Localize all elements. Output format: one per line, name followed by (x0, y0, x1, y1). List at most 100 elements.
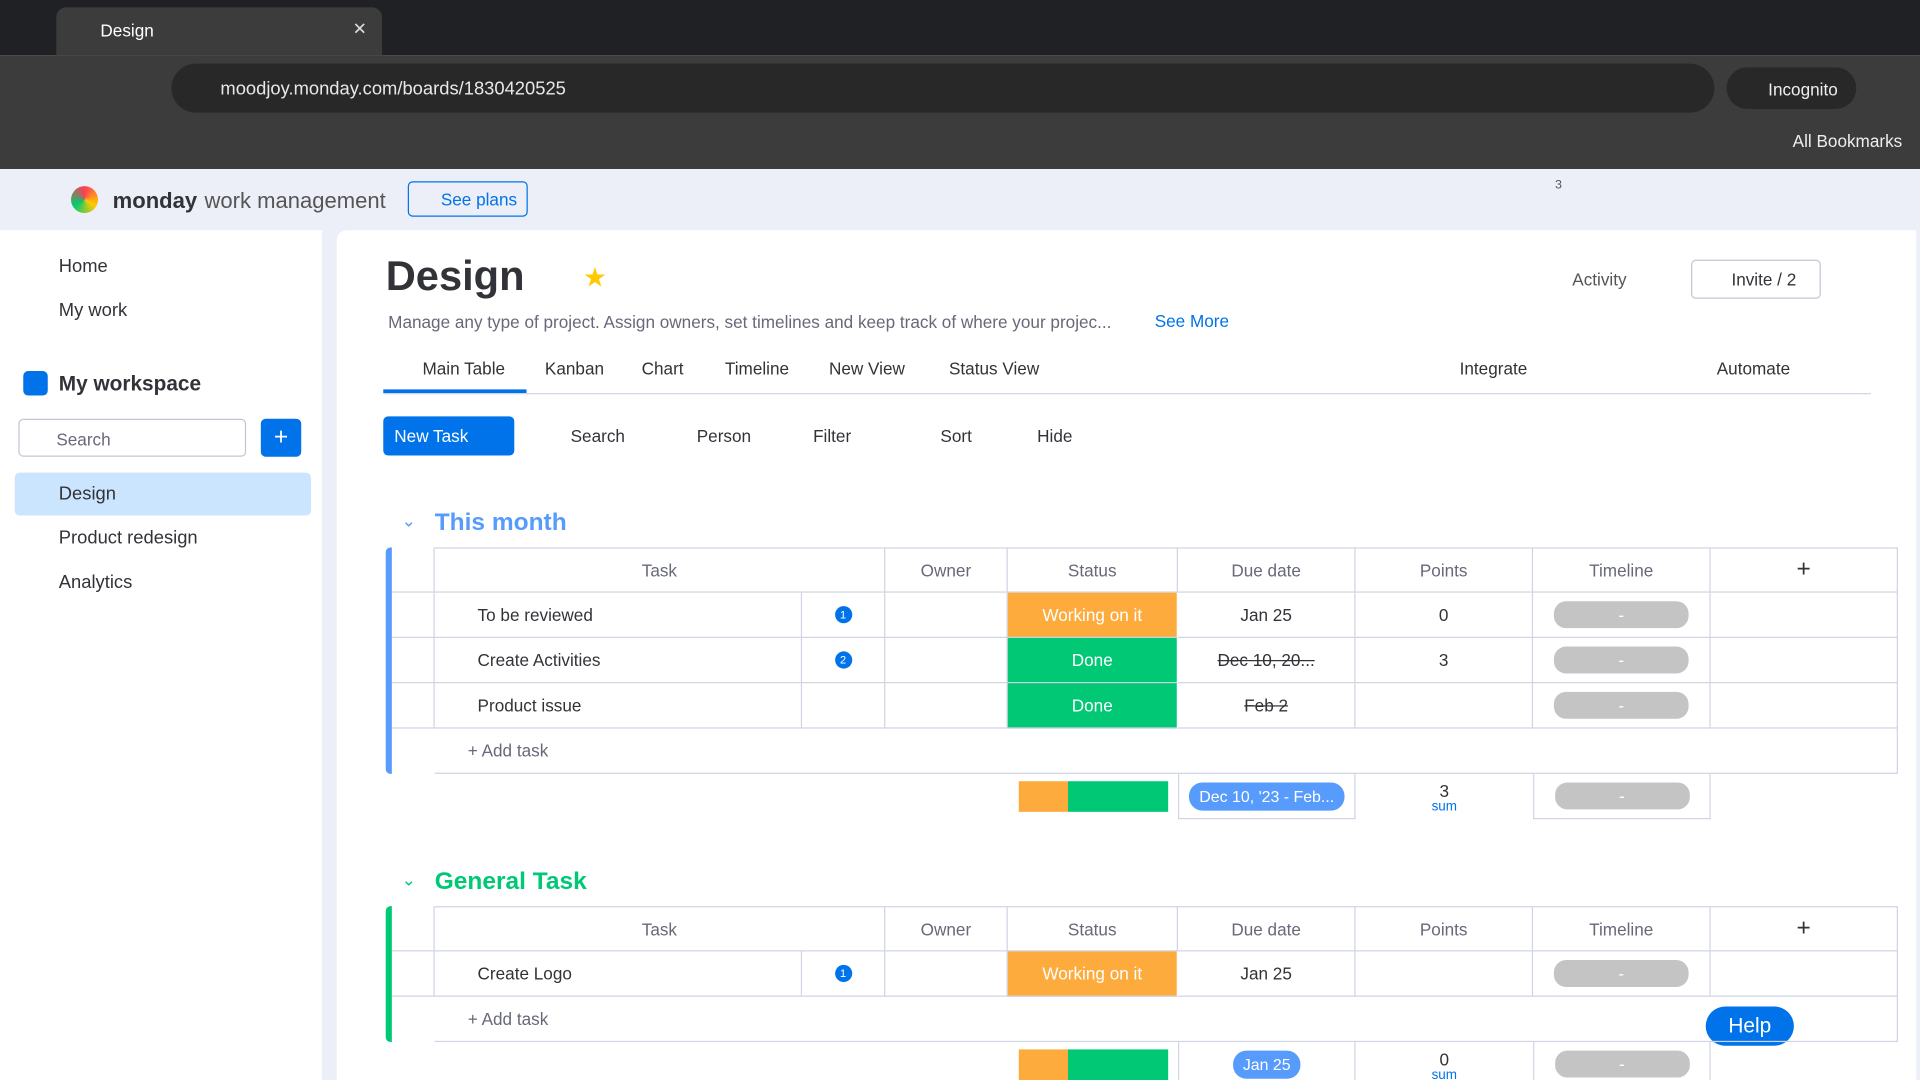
comments[interactable]: 2 (802, 637, 886, 684)
brand: monday (112, 188, 198, 214)
group-name[interactable]: General Task (434, 868, 587, 896)
integrate[interactable]: Integrate (1459, 358, 1528, 379)
points: 3 (1438, 650, 1449, 670)
timeline: - (1553, 646, 1689, 674)
summary-timeline: - (1533, 1042, 1711, 1080)
empty-cell (1710, 592, 1898, 638)
board-link[interactable]: Design (58, 483, 116, 505)
view-tab[interactable]: Kanban (544, 358, 605, 379)
group-collapse[interactable]: ⌄ (401, 510, 417, 531)
status[interactable]: Working on it (1007, 592, 1178, 638)
tab-title: Design (100, 20, 154, 41)
comments[interactable] (802, 683, 886, 729)
column-header: Timeline (1533, 906, 1711, 952)
owner-cell[interactable] (885, 683, 1008, 729)
comments[interactable]: 1 (802, 951, 886, 997)
activity[interactable]: Activity (1572, 269, 1627, 289)
points-cell[interactable]: 0 (1355, 592, 1534, 638)
summary-points: 0 (1439, 1049, 1450, 1069)
tab-close[interactable]: ✕ (352, 18, 368, 38)
due-date[interactable]: Jan 25 (1177, 592, 1356, 638)
add-task[interactable]: + Add task (434, 996, 1898, 1043)
timeline: - (1554, 1050, 1690, 1078)
board-link[interactable]: Product redesign (58, 527, 198, 549)
address-bar[interactable]: moodjoy.monday.com/boards/1830420525 (171, 63, 1715, 113)
task-name[interactable]: To be reviewed (434, 592, 803, 638)
status[interactable]: Done (1007, 637, 1178, 684)
row-check[interactable] (391, 592, 435, 638)
add-button[interactable]: + (260, 418, 302, 457)
help-button[interactable]: Help (1705, 1006, 1794, 1046)
timeline-cell[interactable]: - (1533, 592, 1711, 638)
due-date[interactable]: Dec 10, 20... (1177, 637, 1356, 684)
status[interactable]: Done (1007, 683, 1178, 729)
task-name[interactable]: Create Activities (434, 637, 803, 684)
active-tab-line (383, 389, 527, 394)
add-task[interactable]: + Add task (434, 728, 1898, 774)
row-check[interactable] (391, 951, 435, 997)
column-header: Status (1007, 906, 1178, 952)
owner-cell[interactable] (885, 592, 1008, 638)
due-date[interactable]: Jan 25 (1177, 951, 1356, 997)
bookmarks[interactable]: All Bookmarks (1792, 131, 1903, 151)
summary-due: Jan 25 (1177, 1042, 1356, 1080)
board-link[interactable]: Analytics (58, 571, 133, 593)
incognito[interactable]: Incognito (1726, 67, 1857, 109)
brand-sub: work management (204, 188, 386, 214)
toolbar-search[interactable]: Search (570, 426, 625, 446)
toolbar-person[interactable]: Person (696, 426, 752, 446)
view-tab[interactable]: Chart (641, 358, 684, 379)
row-check[interactable] (391, 637, 435, 684)
points-cell[interactable]: 3 (1355, 637, 1534, 684)
group-collapse[interactable]: ⌄ (401, 869, 417, 889)
view-tab[interactable]: Timeline (724, 358, 790, 379)
status[interactable]: Working on it (1007, 951, 1178, 997)
nav-item[interactable]: Home (58, 255, 108, 277)
comment-count: 1 (834, 964, 852, 983)
timeline-cell[interactable]: - (1533, 951, 1711, 997)
toolbar-hide[interactable]: Hide (1037, 426, 1073, 446)
comment-count: 2 (834, 651, 852, 669)
add-column[interactable]: + (1710, 906, 1898, 952)
points-cell[interactable] (1355, 951, 1534, 997)
timeline: - (1554, 782, 1690, 810)
workspace-name[interactable]: My workspace (58, 372, 202, 396)
summary-status (1018, 781, 1169, 812)
toolbar-sort[interactable]: Sort (940, 426, 972, 446)
active-board-bg (14, 472, 312, 516)
owner-cell[interactable] (885, 637, 1008, 684)
help-label: Help (1728, 1013, 1772, 1038)
group-name[interactable]: This month (434, 509, 567, 537)
timeline-cell[interactable]: - (1533, 683, 1711, 729)
tab[interactable]: Design ✕ (56, 7, 383, 56)
see-plans[interactable]: See plans (407, 181, 528, 217)
automate[interactable]: Automate (1716, 358, 1791, 379)
view-tab[interactable]: Status View (948, 358, 1040, 379)
invite[interactable]: Invite / 2 (1691, 259, 1821, 299)
add-column[interactable]: + (1710, 547, 1898, 593)
owner-cell[interactable] (885, 951, 1008, 997)
sidebar-search[interactable]: Search (18, 418, 247, 457)
comments[interactable]: 1 (802, 592, 886, 638)
empty-cell (1710, 637, 1898, 684)
toolbar-filter[interactable]: Filter (813, 426, 852, 446)
workspace-icon (23, 371, 48, 396)
view-tab[interactable]: Main Table (422, 358, 506, 379)
see-more[interactable]: See More (1154, 311, 1230, 331)
due-date[interactable]: Feb 2 (1177, 683, 1356, 729)
points-cell[interactable] (1355, 683, 1534, 729)
date-range: Jan 25 (1233, 1050, 1301, 1079)
new-task[interactable]: New Task (383, 416, 515, 456)
timeline: - (1553, 691, 1689, 719)
row-check[interactable] (391, 683, 435, 729)
summary-points: 3 (1439, 781, 1450, 801)
nav-item[interactable]: My work (58, 300, 128, 321)
timeline: - (1553, 601, 1689, 629)
timeline-cell[interactable]: - (1533, 637, 1711, 684)
task-name[interactable]: Create Logo (434, 951, 803, 997)
view-tab[interactable]: New View (828, 358, 905, 379)
points: 0 (1438, 604, 1449, 625)
task-name[interactable]: Product issue (434, 683, 803, 729)
column-header: Owner (885, 547, 1008, 593)
